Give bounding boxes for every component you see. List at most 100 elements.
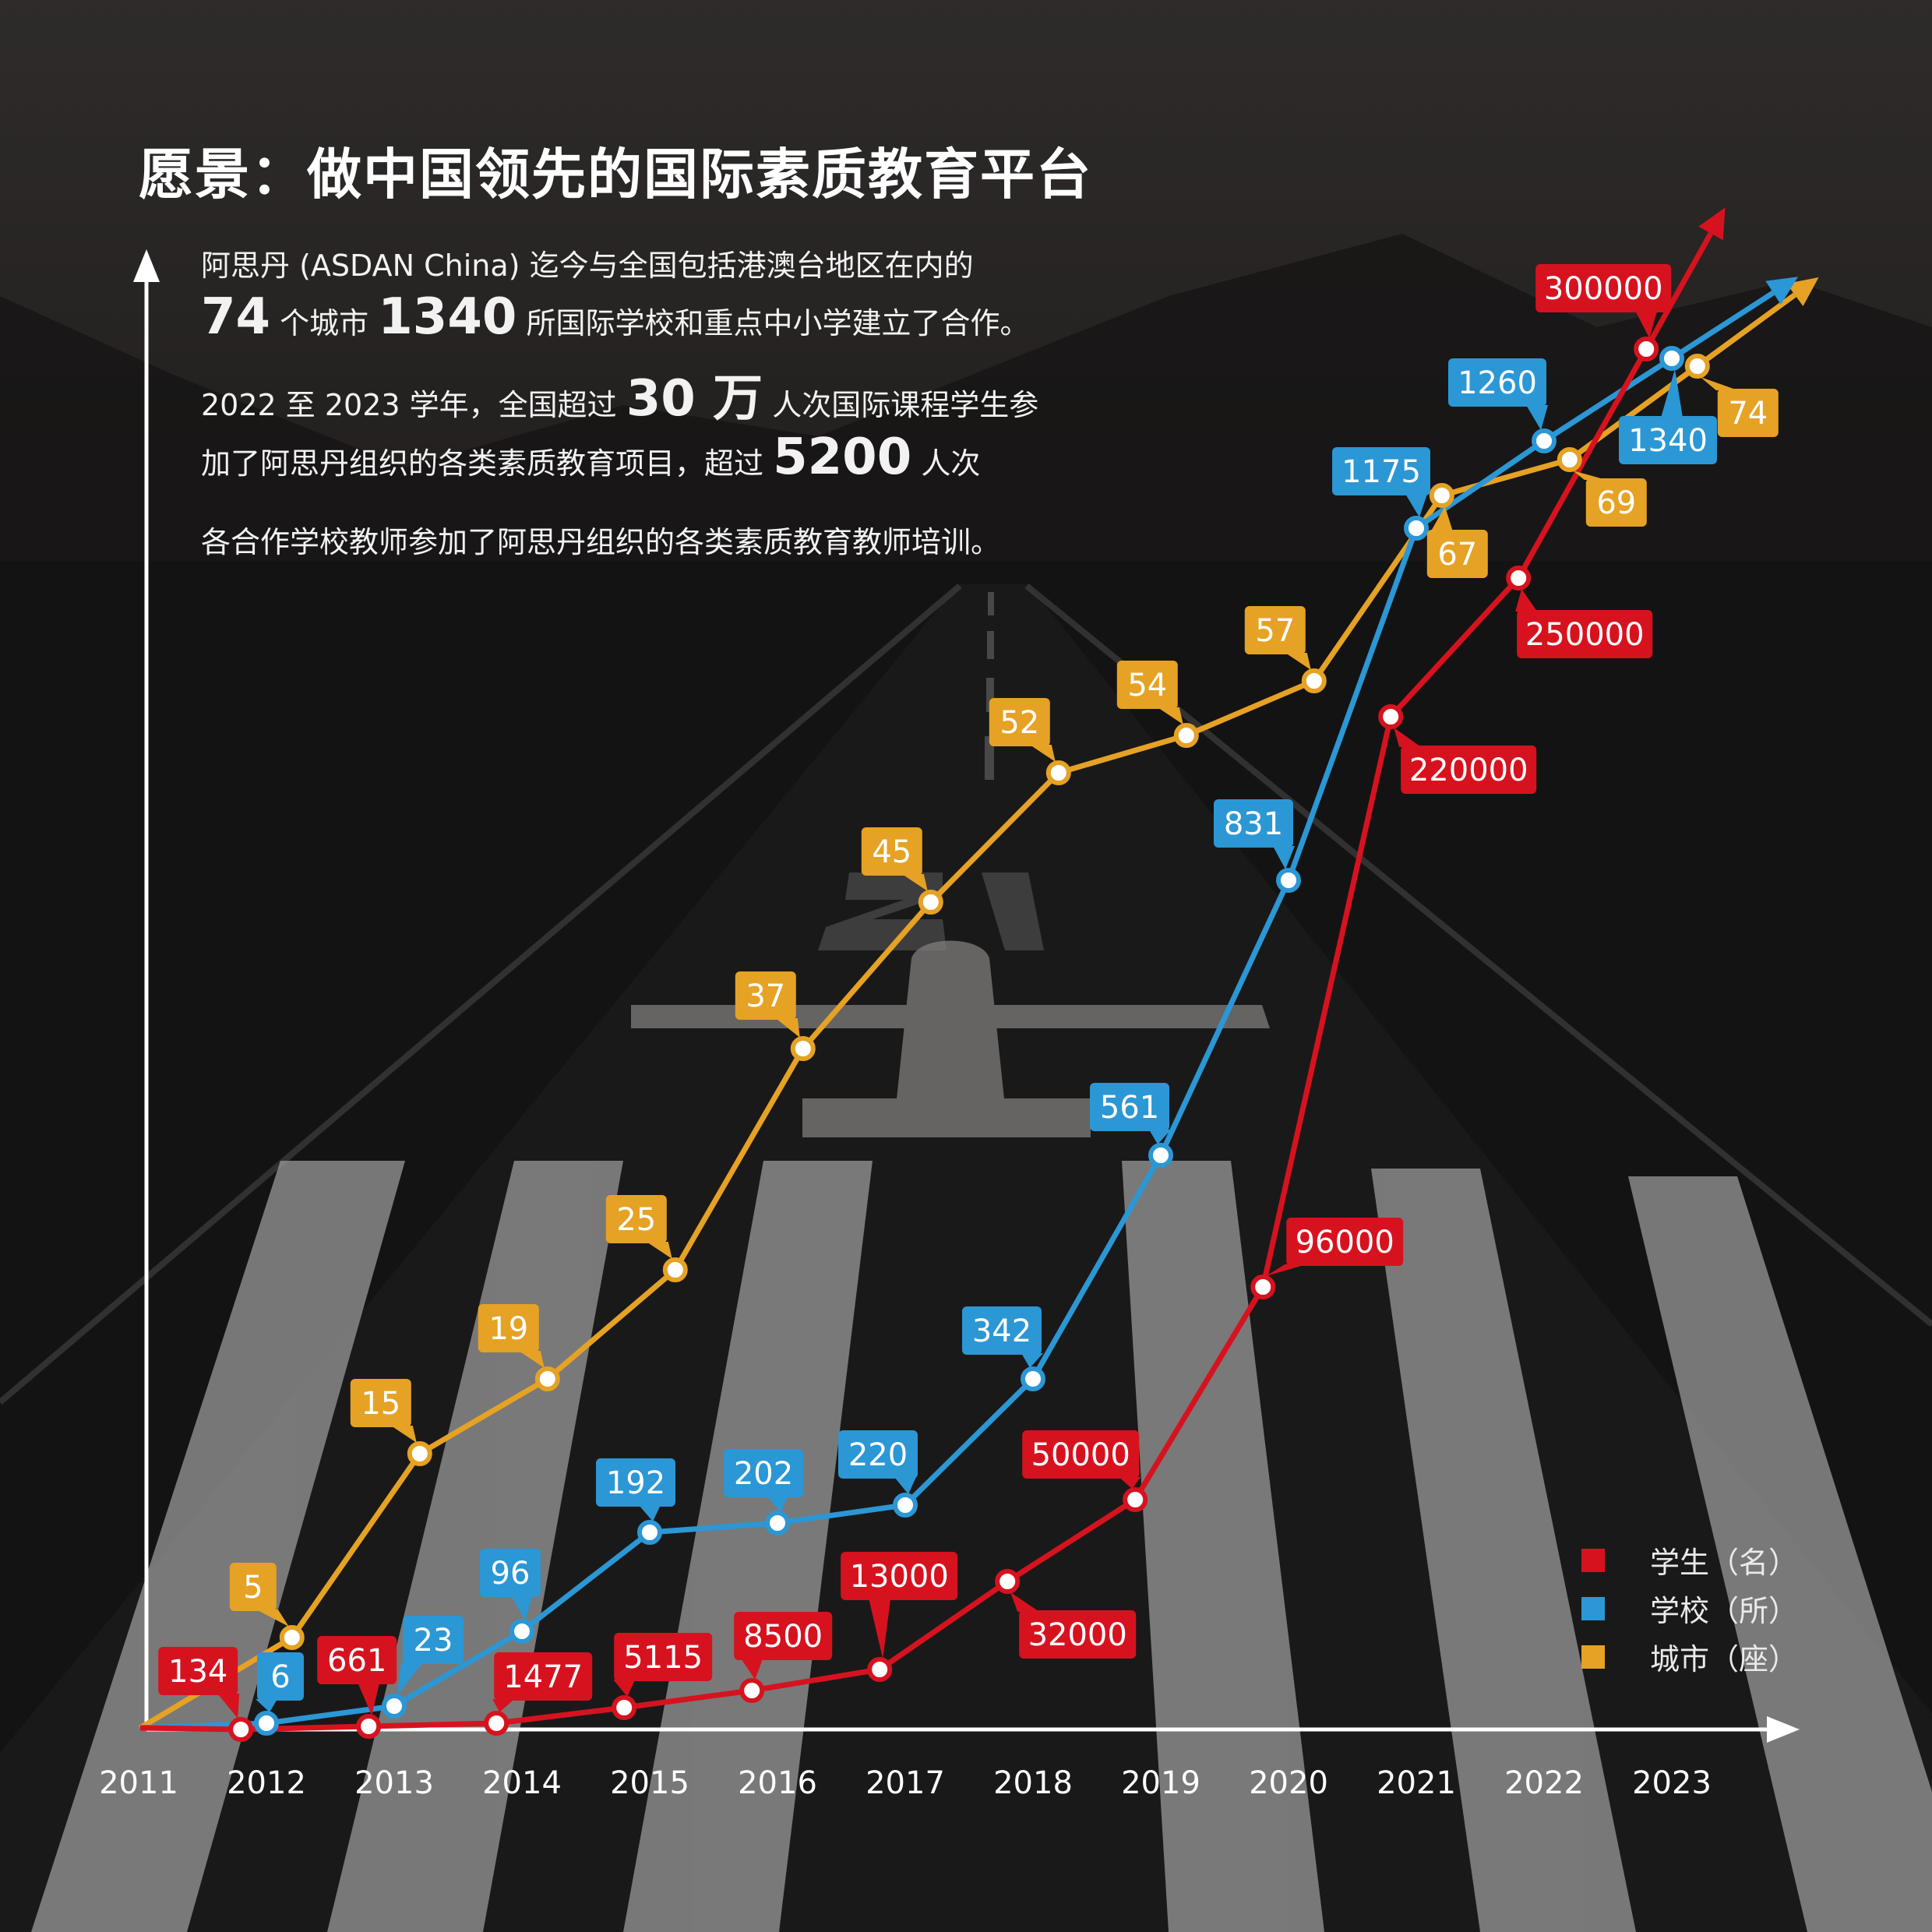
x-tick-label: 2011 — [99, 1765, 178, 1801]
x-axis-arrowhead — [1767, 1716, 1800, 1743]
cities-callout-box — [1244, 606, 1306, 654]
students-data-point — [1506, 566, 1532, 591]
axes — [133, 249, 1800, 1743]
intro-line-4: 加了阿思丹组织的各类素质教育项目，超过 5200 人次 — [201, 428, 980, 486]
students-callout-box — [1019, 1610, 1137, 1659]
schools-callout-box — [962, 1306, 1042, 1355]
cities-data-label: 45 — [872, 834, 911, 870]
students-data-label: 32000 — [1028, 1617, 1127, 1653]
students-data-point — [867, 1657, 893, 1682]
cities-data-point — [918, 890, 943, 915]
cities-data-label: 67 — [1437, 537, 1477, 573]
cities-data-label: 54 — [1127, 668, 1167, 703]
legend-label-students: 学生（名） — [1650, 1546, 1799, 1580]
x-tick-label: 2019 — [1121, 1765, 1200, 1801]
schools-callout-box — [480, 1549, 541, 1597]
students-callout-pointer — [741, 1659, 763, 1680]
cities-callout-box — [1116, 661, 1178, 709]
schools-data-label: 1260 — [1458, 365, 1537, 401]
cities-callout-pointer — [646, 1242, 672, 1259]
cities-data-point — [1684, 354, 1710, 379]
students-callout-box — [734, 1612, 833, 1660]
x-tick-label: 2020 — [1249, 1765, 1328, 1801]
students-data-label: 96000 — [1296, 1225, 1394, 1260]
schools-callout-pointer — [256, 1699, 277, 1712]
students-data-point — [612, 1695, 637, 1720]
students-callout-box — [317, 1636, 397, 1684]
x-tick-label: 2014 — [482, 1765, 562, 1801]
cities-data-label: 5 — [243, 1570, 263, 1606]
schools-data-point — [1148, 1143, 1173, 1168]
value-callouts: 5 15 19 25 37 45 52 54 57 67 69 74 6 23 96 192 202 220 342… — [158, 264, 1779, 1719]
cities-callout-pointer — [901, 874, 928, 891]
cities-data-point — [407, 1441, 432, 1466]
schools-data-label: 1175 — [1341, 454, 1421, 490]
students-data-label: 300000 — [1544, 271, 1663, 307]
intro-line-5: 各合作学校教师参加了阿思丹组织的各类素质教育教师培训。 — [201, 525, 1001, 559]
intro-line-1: 阿思丹 (ASDAN China) 迄今与全国包括港澳台地区在内的 — [201, 249, 974, 283]
schools-data-label: 23 — [414, 1623, 453, 1659]
schools-data-label: 202 — [734, 1456, 793, 1492]
students-data-point — [995, 1569, 1021, 1594]
cities-callout-box — [350, 1379, 411, 1427]
city-count: 74 — [201, 288, 271, 346]
schools-data-point — [382, 1694, 407, 1719]
students-callout-pointer — [217, 1694, 240, 1719]
cities-data-label: 19 — [488, 1311, 528, 1347]
schools-callout-box — [838, 1430, 918, 1479]
y-axis-arrowhead — [133, 249, 160, 282]
schools-data-point — [1021, 1366, 1045, 1391]
schools-data-point — [893, 1493, 918, 1518]
schools-callout-box — [257, 1652, 304, 1701]
cities-callout-pointer — [1029, 745, 1056, 762]
cities-callout-pointer — [390, 1426, 417, 1443]
schools-callout-box — [724, 1449, 803, 1497]
intro-text-students: 人次国际课程学生参 — [772, 388, 1039, 422]
x-tick-label: 2016 — [738, 1765, 817, 1801]
students-data-point — [484, 1711, 509, 1736]
schools-trend-arrow — [1670, 290, 1775, 361]
schools-data-label: 342 — [972, 1313, 1031, 1349]
students-data-point — [1378, 704, 1404, 729]
legend-label-schools: 学校（所） — [1650, 1594, 1799, 1628]
cities-callout-box — [989, 698, 1050, 746]
students-data-label: 13000 — [850, 1559, 949, 1595]
students-callout-pointer — [358, 1683, 380, 1715]
students-callout-box — [158, 1647, 238, 1695]
x-tick-label: 2021 — [1377, 1765, 1456, 1801]
schools-callout-pointer — [894, 1477, 916, 1494]
legend-swatch-students — [1581, 1549, 1605, 1572]
students-data-point — [1634, 337, 1659, 361]
cities-data-label: 37 — [746, 978, 785, 1014]
intro-text-projects: 加了阿思丹组织的各类素质教育项目，超过 — [201, 446, 764, 481]
cities-data-label: 69 — [1596, 485, 1636, 521]
cities-callout-pointer — [1572, 471, 1606, 480]
students-callout-pointer — [492, 1699, 515, 1712]
schools-data-point — [1404, 516, 1429, 541]
cities-trend-arrow — [1695, 292, 1796, 368]
students-series-line — [139, 347, 1649, 1733]
schools-callout-box — [1090, 1083, 1169, 1131]
schools-callout-pointer — [397, 1662, 423, 1695]
cities-callout-box — [229, 1563, 277, 1611]
students-data-label: 220000 — [1409, 753, 1528, 788]
schools-callout-box — [1619, 416, 1717, 464]
cities-callout-box — [1585, 478, 1647, 527]
schools-callout-box — [403, 1616, 464, 1664]
schools-data-point — [637, 1520, 662, 1545]
students-callout-box — [1517, 610, 1653, 658]
schools-trend-arrowhead — [1765, 277, 1799, 305]
cities-data-label: 52 — [999, 705, 1039, 741]
schools-data-label: 220 — [848, 1437, 908, 1473]
x-axis-ticks: 2011 2012 2013 2014 2015 2016 2017 2018 2019 2020… — [99, 1765, 1712, 1801]
x-tick-label: 2023 — [1632, 1765, 1712, 1801]
intro-text-persons: 人次 — [921, 446, 981, 481]
cities-data-point — [1301, 668, 1327, 693]
intro-text-cities: 个城市 — [280, 306, 369, 340]
schools-callout-pointer — [1021, 1353, 1043, 1368]
schools-data-label: 561 — [1100, 1090, 1159, 1126]
students-callout-pointer — [1010, 1592, 1040, 1612]
x-tick-label: 2018 — [993, 1765, 1073, 1801]
schools-callout-pointer — [1526, 405, 1548, 430]
